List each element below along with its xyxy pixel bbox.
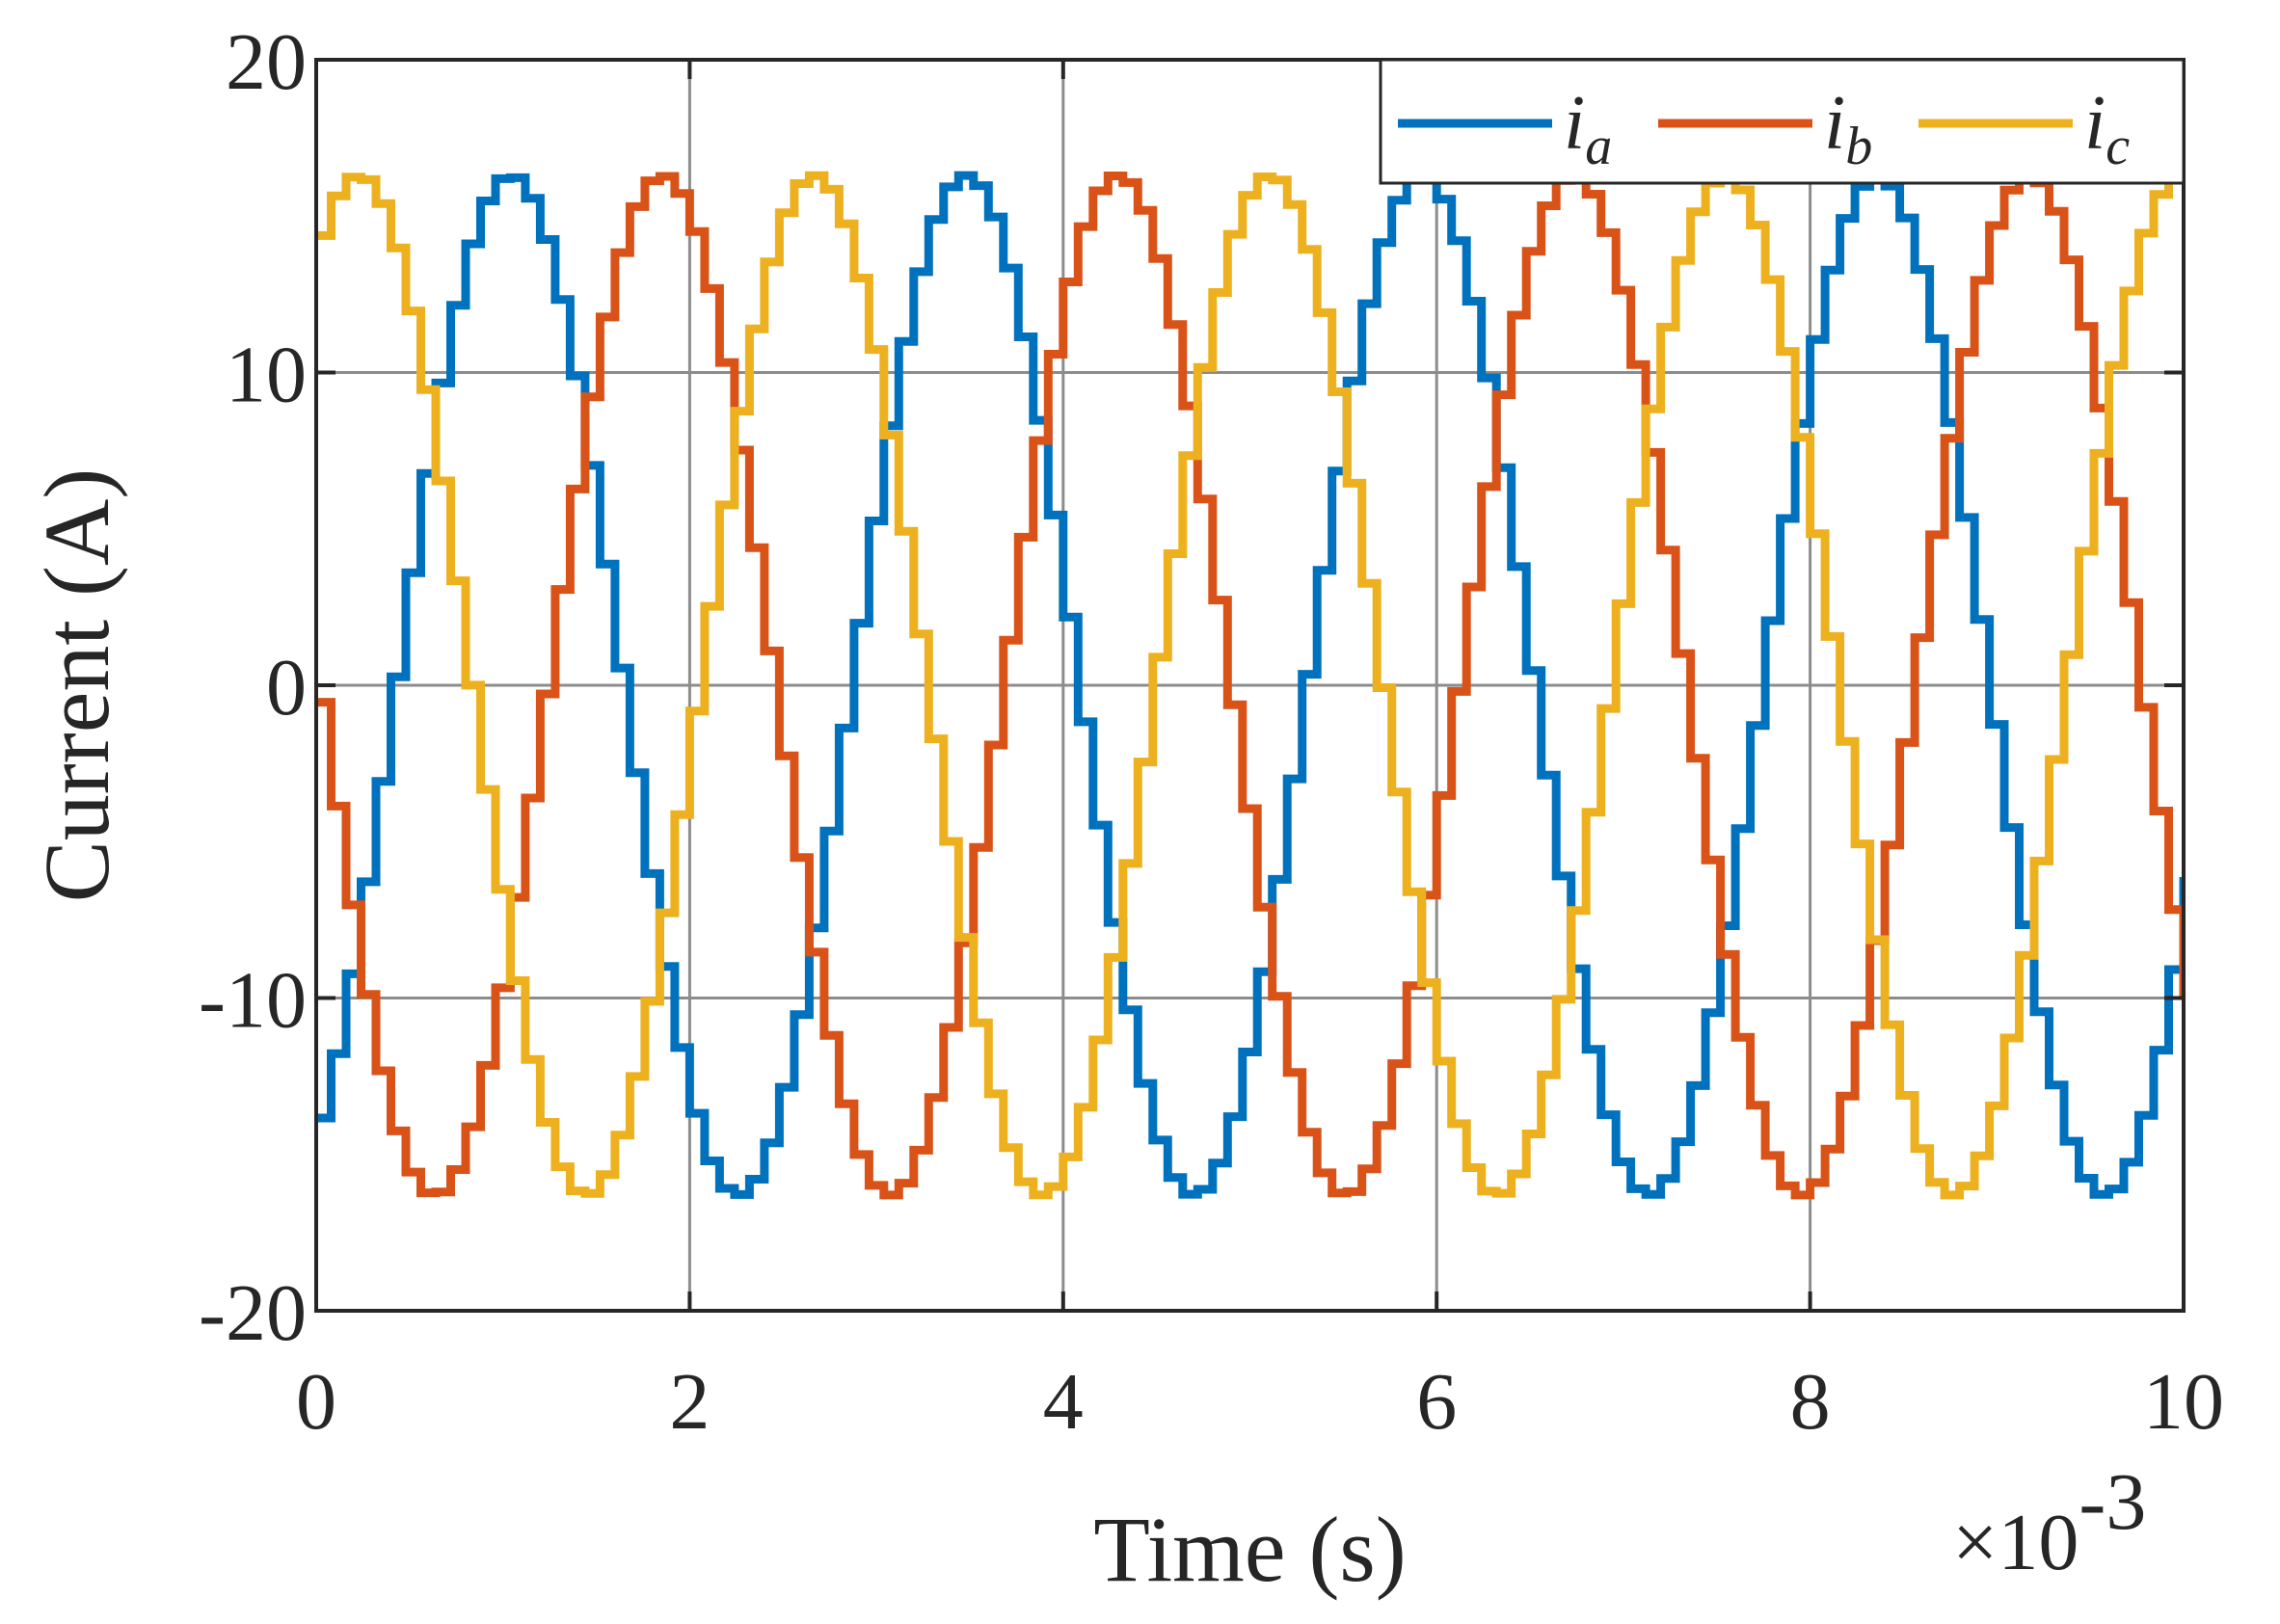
legend: ia ib ic: [1379, 58, 2186, 185]
legend-label-i-b: ib: [1824, 81, 1872, 176]
x-tick-label: 8: [1790, 1357, 1831, 1447]
x-axis-exponent: ×10-3: [1952, 1457, 2146, 1587]
legend-label-i-a: ia: [1564, 81, 1612, 176]
axis-ticks: 0 2 4 6 8 10 -20 -10 0 10 20: [199, 17, 2224, 1447]
legend-subscript: c: [2106, 117, 2130, 176]
series-line-i-c: [316, 171, 2184, 1200]
y-tick-label: -10: [199, 956, 307, 1046]
legend-label-i-c: ic: [2084, 81, 2130, 176]
y-tick-label: 0: [266, 643, 307, 732]
x-axis-exponent-base: ×10: [1952, 1498, 2079, 1587]
x-axis-exponent-power: -3: [2079, 1457, 2146, 1547]
y-axis-label: Current (A): [25, 468, 128, 903]
x-tick-label: 4: [1043, 1357, 1084, 1447]
y-tick-label: 20: [226, 17, 307, 107]
y-tick-label: 10: [226, 331, 307, 420]
legend-symbol: i: [2084, 81, 2106, 166]
x-tick-label: 10: [2143, 1357, 2224, 1447]
x-tick-label: 0: [296, 1357, 336, 1447]
legend-subscript: a: [1585, 117, 1612, 176]
x-tick-label: 2: [669, 1357, 710, 1447]
y-tick-label: -20: [199, 1268, 307, 1358]
legend-symbol: i: [1824, 81, 1845, 166]
x-tick-label: 6: [1416, 1357, 1457, 1447]
legend-subscript: b: [1845, 117, 1872, 176]
legend-symbol: i: [1564, 81, 1585, 166]
x-axis-label: Time (s): [1093, 1498, 1407, 1601]
